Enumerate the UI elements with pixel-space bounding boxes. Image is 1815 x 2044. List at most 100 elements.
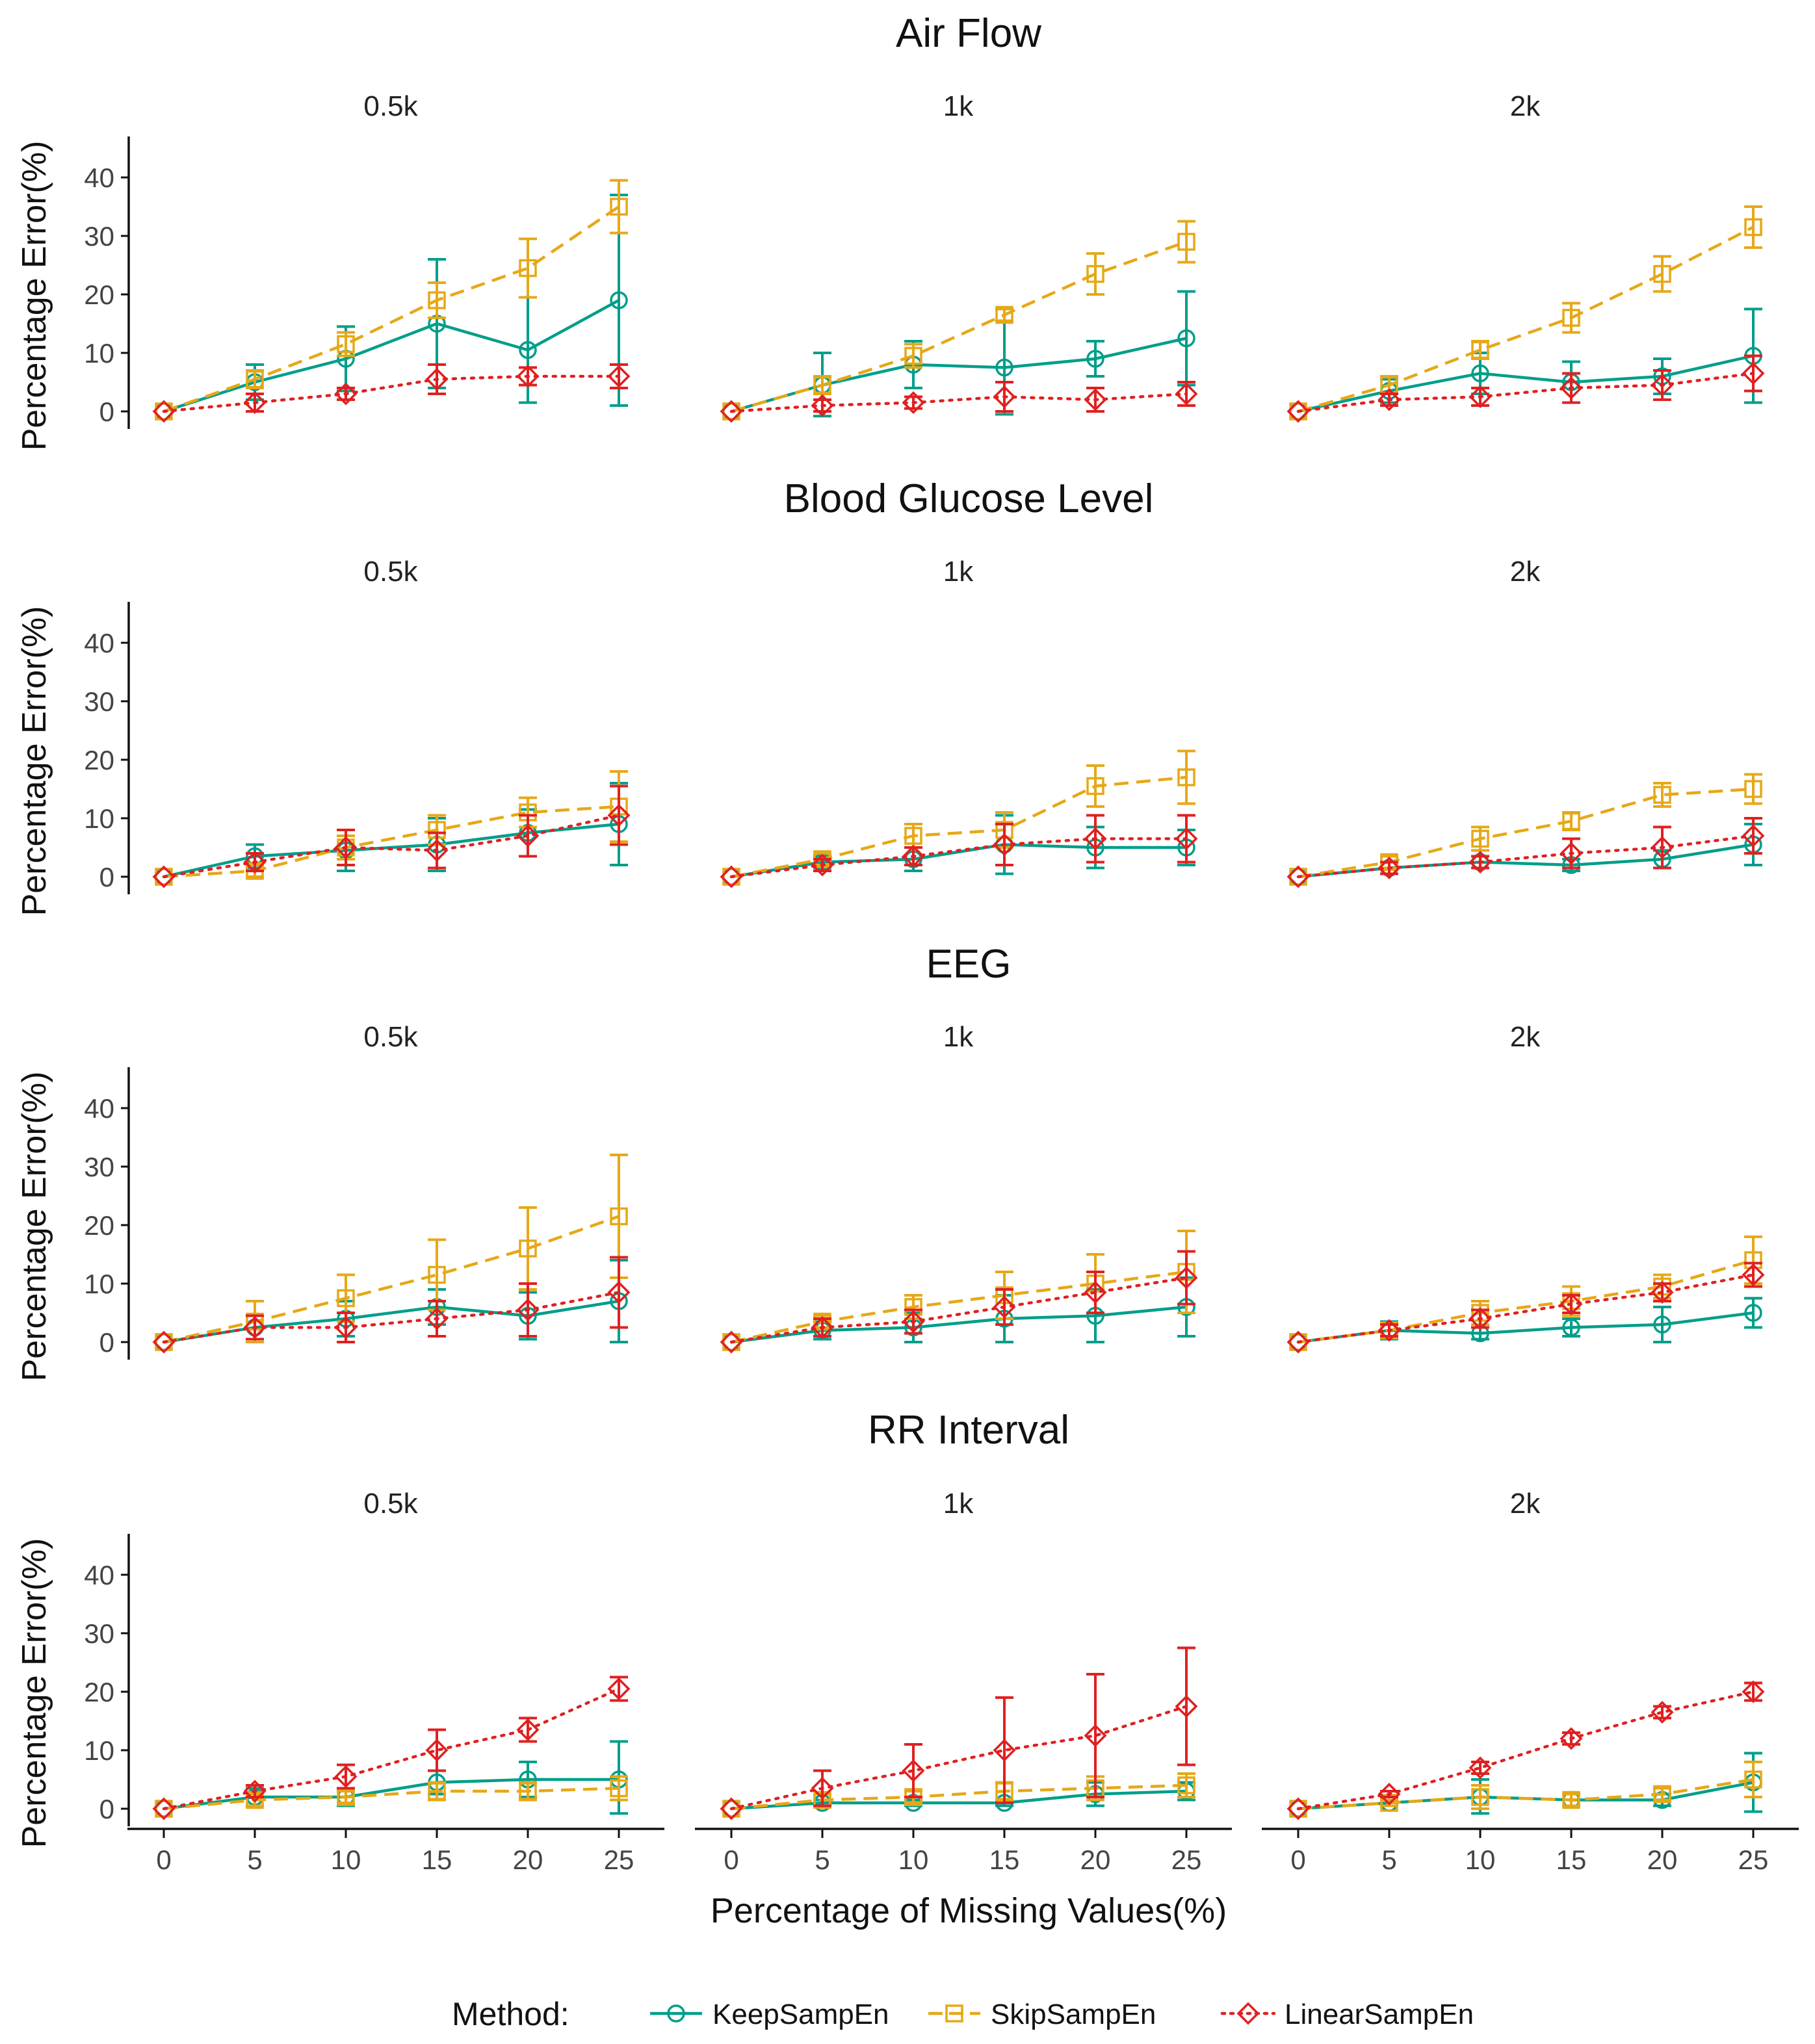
facet-panel: 0.5k <box>152 556 631 888</box>
point-marker-diamond <box>607 365 631 388</box>
facet-label: 1k <box>943 1488 974 1520</box>
series-line <box>1298 843 1754 879</box>
x-tick-label: 15 <box>1556 1844 1587 1875</box>
point-marker-square <box>1744 218 1762 237</box>
point-marker-diamond <box>1469 851 1492 873</box>
point-marker-square <box>1086 777 1104 796</box>
y-tick-label: 10 <box>84 338 114 369</box>
point-marker-diamond <box>1286 400 1310 423</box>
facet-label: 2k <box>1510 90 1541 122</box>
point-marker-circle <box>519 341 537 359</box>
point-marker-square <box>519 259 537 278</box>
x-tick-label: 5 <box>247 1844 262 1875</box>
legend-title: Method: <box>452 1996 569 2032</box>
series-line <box>729 392 1188 413</box>
facet-panel: 1k <box>720 1021 1198 1354</box>
x-tick-label: 5 <box>1381 1844 1396 1875</box>
point-marker-diamond <box>516 1299 540 1321</box>
series-line <box>731 1789 1187 1811</box>
point-marker-square <box>519 1782 537 1800</box>
point-marker-diamond <box>1742 1263 1765 1286</box>
point-marker-diamond <box>993 385 1016 408</box>
point-marker-diamond <box>811 853 834 877</box>
y-tick-label: 10 <box>84 1735 114 1766</box>
point-marker-diamond <box>152 1330 176 1354</box>
x-axis-label: Percentage of Missing Values(%) <box>711 1891 1227 1930</box>
point-marker-diamond <box>1742 1680 1765 1703</box>
point-marker-diamond <box>720 1797 743 1820</box>
point-marker-diamond <box>243 1316 267 1339</box>
point-marker-circle <box>1086 350 1104 368</box>
chart-row: Air Flow Percentage Error(%) 0 10 20 30 40 0.5k… <box>16 11 1765 450</box>
series-line <box>1296 834 1755 879</box>
point-marker-diamond <box>1286 1330 1310 1354</box>
point-marker-diamond <box>720 400 743 423</box>
point-marker-circle <box>1744 1304 1762 1322</box>
point-marker-square <box>722 1333 740 1351</box>
series-keepsampen <box>155 1259 628 1351</box>
x-tick-label: 10 <box>331 1844 361 1875</box>
point-marker-diamond <box>1084 1724 1107 1747</box>
point-marker-square <box>337 1289 355 1308</box>
x-tick-label: 15 <box>422 1844 452 1875</box>
x-tick-label: 20 <box>1080 1844 1111 1875</box>
point-marker-diamond <box>1175 1266 1198 1289</box>
point-marker-diamond <box>607 804 631 827</box>
facet-panel: 2k <box>1286 1021 1765 1354</box>
point-marker-diamond <box>720 1330 743 1354</box>
point-marker-square <box>1653 265 1671 283</box>
x-tick-label: 0 <box>1290 1844 1305 1875</box>
series-line <box>731 1305 1187 1344</box>
series-line <box>729 1276 1188 1344</box>
point-marker-square <box>428 1782 446 1800</box>
series-line <box>1296 372 1755 413</box>
point-marker-diamond <box>1469 385 1492 408</box>
series-line <box>1298 226 1755 413</box>
point-marker-circle <box>610 291 628 309</box>
facet-label: 2k <box>1510 556 1541 588</box>
series-line <box>731 240 1187 413</box>
y-tick-label: 30 <box>84 686 114 717</box>
point-marker-diamond <box>152 1797 176 1820</box>
point-marker-square <box>428 1265 446 1284</box>
y-tick-label: 20 <box>84 1210 114 1241</box>
x-tick-label: 25 <box>1738 1844 1769 1875</box>
y-tick-label: 20 <box>84 745 114 775</box>
legend-label: LinearSampEn <box>1285 1999 1474 2030</box>
point-marker-square <box>1744 780 1762 798</box>
point-marker-diamond <box>607 1281 631 1304</box>
series-line <box>1298 1778 1754 1811</box>
chart-row: Blood Glucose Level Percentage Error(%) 0 1… <box>16 476 1765 916</box>
x-tick-label: 25 <box>1171 1844 1202 1875</box>
x-tick-label: 20 <box>1647 1844 1678 1875</box>
series-linearsampen <box>720 814 1198 888</box>
point-marker-diamond <box>811 394 834 417</box>
point-marker-square <box>610 1207 628 1226</box>
point-marker-diamond <box>1236 2002 1260 2025</box>
point-marker-diamond <box>1651 836 1674 859</box>
x-tick-label: 15 <box>989 1844 1020 1875</box>
point-marker-diamond <box>1286 865 1310 888</box>
point-marker-diamond <box>1560 842 1583 865</box>
point-marker-square <box>1562 1791 1580 1809</box>
point-marker-circle <box>667 2004 685 2023</box>
point-marker-square <box>155 868 173 886</box>
series-linearsampen <box>1286 1261 1765 1354</box>
series-skipsampen <box>722 1772 1195 1818</box>
point-marker-diamond <box>1378 857 1401 879</box>
facet-panel: 0.5k 0 5 10 15 20 25 <box>127 1488 664 1875</box>
point-marker-diamond <box>243 391 267 414</box>
point-marker-square <box>1471 341 1489 359</box>
series-line <box>163 299 620 413</box>
point-marker-diamond <box>902 391 925 414</box>
point-marker-square <box>610 198 628 216</box>
series-line <box>731 1270 1187 1344</box>
point-marker-diamond <box>334 1765 358 1788</box>
point-marker-diamond <box>1378 1319 1401 1342</box>
series-skipsampen <box>1289 773 1762 886</box>
legend-label: KeepSampEn <box>712 1999 889 2030</box>
row-title: RR Interval <box>868 1408 1069 1453</box>
series-line <box>162 814 621 879</box>
series-skipsampen <box>155 179 628 420</box>
